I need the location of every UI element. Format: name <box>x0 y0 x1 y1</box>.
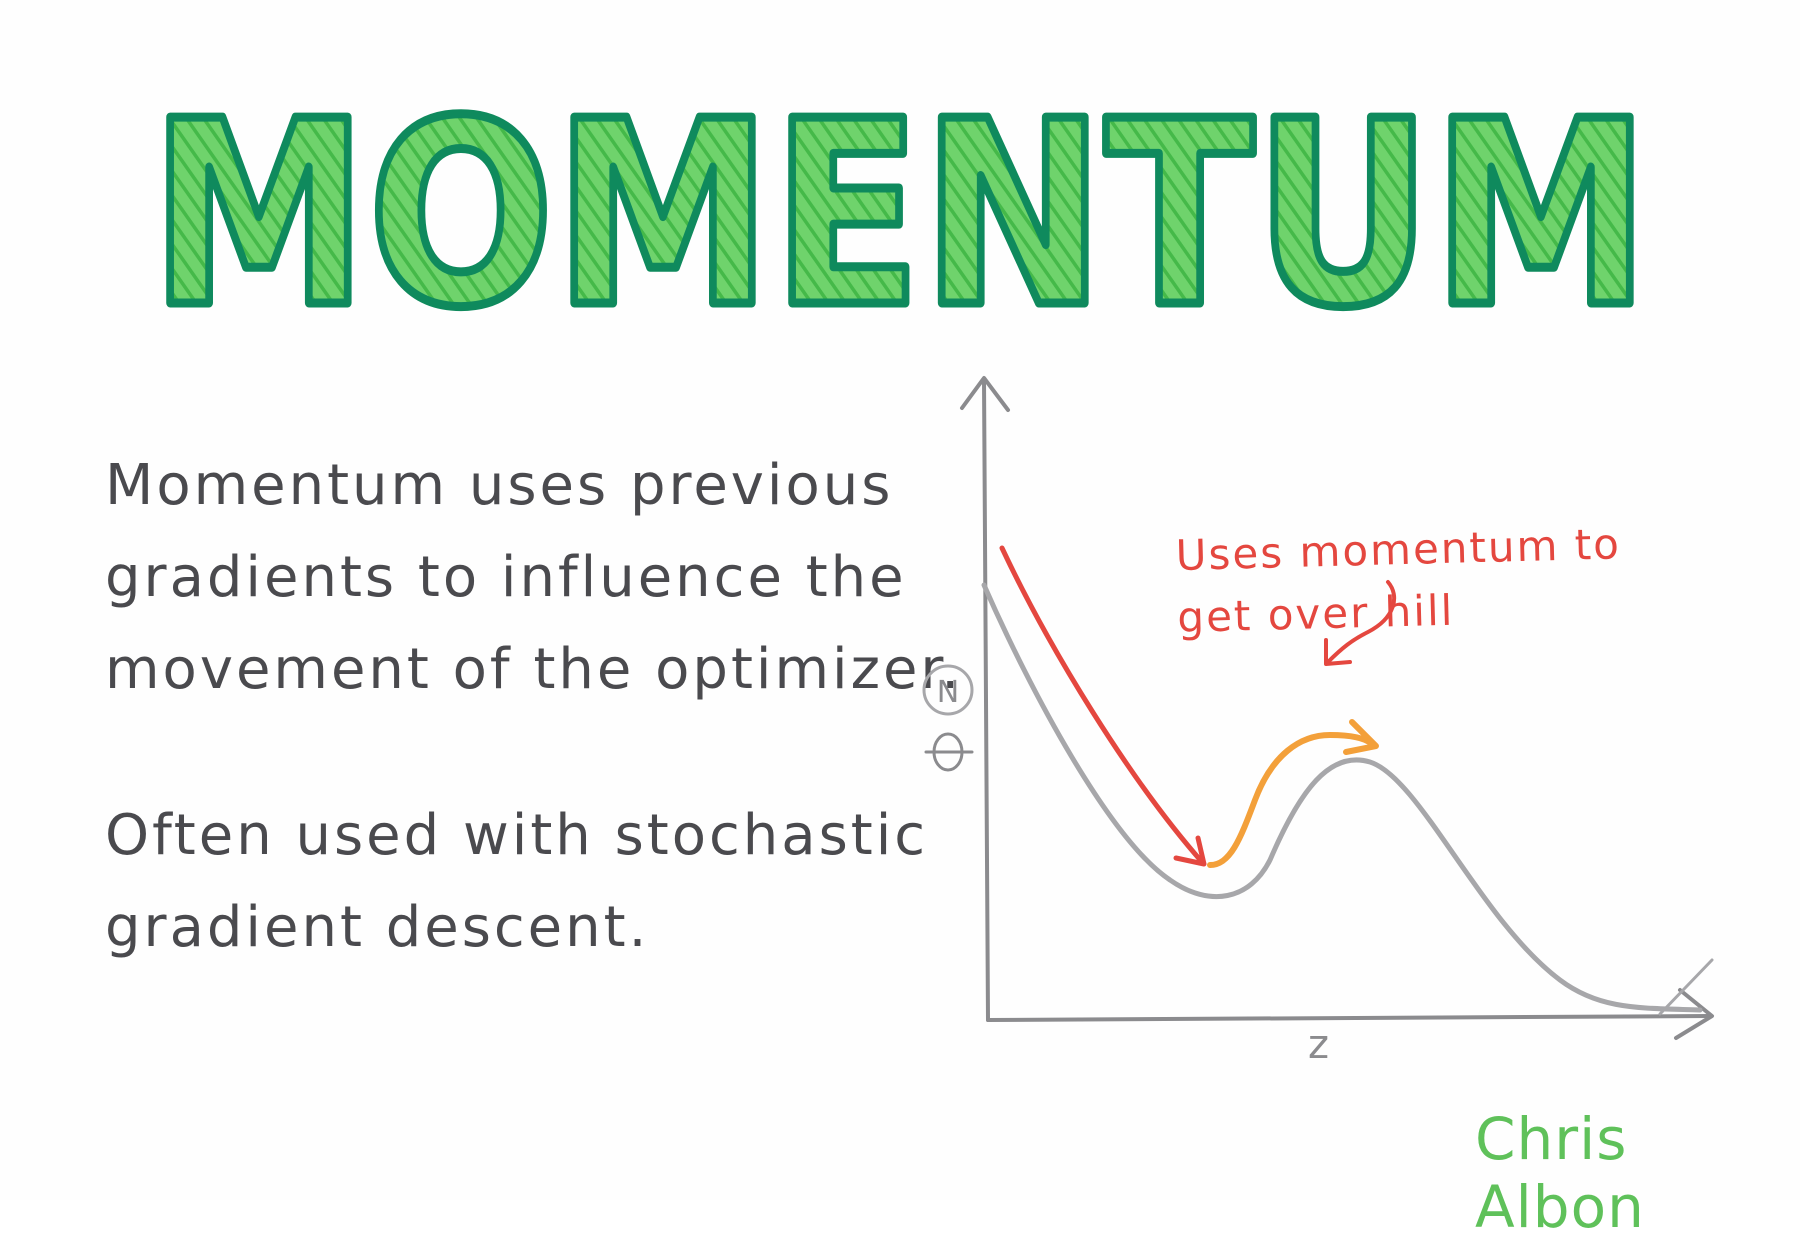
y-axis-label: N <box>937 675 959 710</box>
x-axis-arrow-tail-mark <box>1658 958 1714 1016</box>
loss-curve <box>981 582 1703 1013</box>
annotation-text: Uses momentum to get over hill <box>1175 513 1623 649</box>
x-axis-label: z <box>1308 1022 1329 1068</box>
author-signature: Chris Albon <box>1475 1105 1645 1241</box>
annotation-line: get over hill <box>1176 585 1455 642</box>
description-line: gradient descent. <box>105 895 650 960</box>
description-line: Often used with stochastic <box>105 803 929 868</box>
description-paragraph-1: Momentum uses previous gradients to infl… <box>105 440 963 716</box>
y-axis <box>982 378 990 1022</box>
y-axis-label-circle <box>922 664 974 716</box>
over-hill-arrow <box>1207 731 1375 868</box>
page: MOMENTUM Momentum uses previous gradient… <box>105 62 1714 1241</box>
description-paragraph-2: Often used with stochastic gradient desc… <box>105 790 929 974</box>
description-line: Momentum uses previous <box>105 453 894 518</box>
y-axis-arrowhead <box>960 376 1010 412</box>
loss-curve-diagram: N <box>922 376 1714 1040</box>
annotation-line: Uses momentum to <box>1175 519 1622 580</box>
description-line: movement of the optimizer. <box>105 637 963 702</box>
x-axis-arrowhead <box>1674 988 1714 1040</box>
over-hill-arrowhead <box>1343 719 1379 755</box>
page-title-text: MOMENTUM <box>150 67 1650 345</box>
momentum-arrow <box>999 545 1205 865</box>
page-title: MOMENTUM <box>146 63 1655 346</box>
momentum-arrowhead <box>1173 835 1207 867</box>
annotation-pointer-arrow <box>1326 580 1397 664</box>
x-axis <box>986 1014 1712 1022</box>
description-line: gradients to influence the <box>105 545 907 610</box>
annotation-pointer-arrowhead <box>1324 638 1352 666</box>
